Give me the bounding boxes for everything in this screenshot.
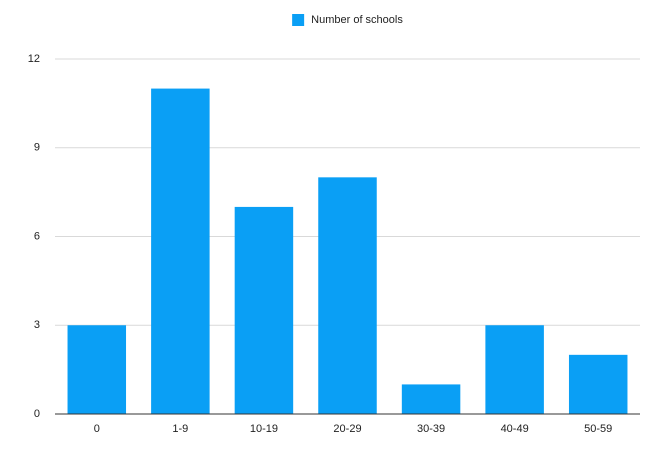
x-tick-label: 0 xyxy=(94,423,100,435)
bar xyxy=(401,384,461,414)
bar xyxy=(67,325,127,414)
bar xyxy=(568,354,628,414)
bar xyxy=(485,325,544,414)
bar xyxy=(151,88,210,414)
x-tick-label: 10-19 xyxy=(250,423,278,435)
x-tick-label: 50-59 xyxy=(584,423,612,435)
legend-swatch xyxy=(292,14,305,26)
y-tick-label: 12 xyxy=(28,53,40,65)
y-tick-label: 3 xyxy=(34,319,40,331)
y-tick-label: 0 xyxy=(34,408,40,420)
bar xyxy=(318,177,377,414)
x-tick-label: 30-39 xyxy=(417,423,445,435)
bar xyxy=(234,206,294,414)
y-tick-label: 9 xyxy=(34,142,40,154)
x-tick-label: 40-49 xyxy=(501,423,529,435)
y-tick-label: 6 xyxy=(34,230,40,242)
x-tick-label: 20-29 xyxy=(333,423,361,435)
legend-label: Number of schools xyxy=(311,14,403,26)
x-tick-label: 1-9 xyxy=(172,423,188,435)
